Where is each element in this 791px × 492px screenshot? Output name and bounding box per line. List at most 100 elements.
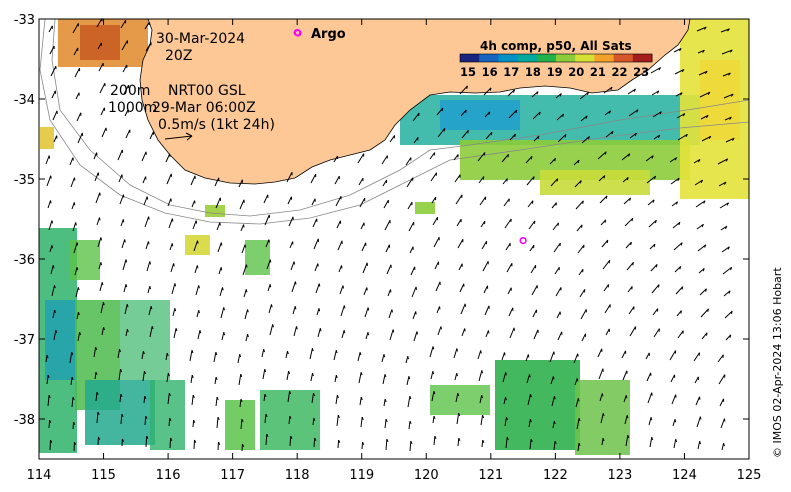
current-arrow xyxy=(77,132,83,144)
current-arrow-head xyxy=(707,308,709,312)
current-arrow xyxy=(477,350,482,360)
current-arrow xyxy=(53,330,57,341)
current-arrow-head xyxy=(143,370,146,375)
current-arrow xyxy=(528,419,531,428)
current-arrow xyxy=(432,416,435,424)
current-arrow xyxy=(49,245,53,253)
current-arrow-head xyxy=(174,283,177,287)
current-arrow xyxy=(528,220,536,230)
current-arrow xyxy=(431,196,437,204)
current-arrow xyxy=(264,413,267,424)
current-arrow-head xyxy=(702,268,705,272)
current-arrow xyxy=(191,200,196,208)
current-arrow xyxy=(433,435,436,446)
current-arrow-head xyxy=(336,394,339,399)
current-arrow xyxy=(266,259,271,270)
current-arrow xyxy=(651,90,660,96)
current-arrow-head xyxy=(629,197,632,201)
current-arrow xyxy=(243,289,247,298)
current-arrow xyxy=(192,220,197,230)
current-arrow xyxy=(600,219,607,226)
current-arrow xyxy=(269,324,274,336)
current-arrow xyxy=(650,264,658,272)
current-arrow xyxy=(532,111,541,120)
colorbar-segment xyxy=(632,54,653,62)
current-arrow xyxy=(531,91,539,98)
current-arrow-head xyxy=(723,181,727,185)
current-arrow-head xyxy=(313,392,315,397)
current-arrow xyxy=(527,200,534,208)
current-arrow-head xyxy=(553,420,556,425)
current-arrow-head xyxy=(577,159,580,164)
current-arrow xyxy=(96,411,99,424)
current-arrow xyxy=(360,417,363,428)
current-arrow xyxy=(676,310,682,317)
current-arrow xyxy=(95,392,98,402)
current-arrow-head xyxy=(577,398,580,402)
colorbar-tick-label: 20 xyxy=(568,65,584,79)
current-arrow-head xyxy=(121,413,124,417)
current-arrow-head xyxy=(95,371,98,376)
current-arrow-head xyxy=(488,111,491,115)
colorbar-title: 4h comp, p50, All Sats xyxy=(480,39,632,53)
current-arrow xyxy=(335,195,342,207)
current-arrow-head xyxy=(150,306,153,310)
current-arrow xyxy=(484,305,490,316)
current-arrow-head xyxy=(704,244,707,248)
current-arrow xyxy=(722,266,733,275)
current-arrow-head xyxy=(680,92,683,96)
current-arrow-head xyxy=(50,200,52,204)
current-arrow-head xyxy=(703,26,707,30)
current-arrow-head xyxy=(481,395,484,399)
current-arrow-head xyxy=(674,157,678,161)
current-arrow xyxy=(240,418,243,430)
scale-arrow-label: 0.5m/s (1kt 24h) xyxy=(158,117,275,133)
current-arrow-head xyxy=(198,285,200,289)
current-arrow xyxy=(411,286,417,298)
current-arrow xyxy=(124,109,129,117)
current-arrow xyxy=(575,398,579,408)
current-arrow xyxy=(549,351,555,363)
current-arrow xyxy=(192,419,195,428)
current-arrow xyxy=(454,373,458,381)
current-arrow xyxy=(95,192,101,204)
current-arrow xyxy=(598,368,604,380)
current-arrow xyxy=(142,371,145,382)
current-arrow-head xyxy=(585,115,588,119)
current-arrow-head xyxy=(272,324,274,328)
current-arrow xyxy=(119,194,124,205)
current-arrow xyxy=(533,329,539,340)
current-arrow xyxy=(45,355,48,363)
current-arrow-head xyxy=(636,109,639,113)
current-arrow-head xyxy=(99,217,101,221)
current-arrow xyxy=(625,435,629,447)
current-arrow xyxy=(529,244,535,252)
current-arrow-head xyxy=(216,396,219,401)
current-arrow-head xyxy=(466,85,468,89)
current-arrow xyxy=(503,397,507,405)
current-arrow xyxy=(629,132,637,139)
current-arrow-head xyxy=(103,326,105,331)
current-arrow xyxy=(461,328,466,337)
current-arrow xyxy=(437,326,442,336)
current-arrow xyxy=(622,370,628,381)
current-arrow xyxy=(361,441,364,450)
current-arrow-head xyxy=(555,202,557,206)
current-arrow xyxy=(479,395,483,404)
current-arrow xyxy=(193,439,196,450)
current-arrow xyxy=(74,267,78,276)
current-arrow xyxy=(264,214,270,226)
plot-frame xyxy=(38,18,750,460)
current-arrow-head xyxy=(530,156,533,160)
current-arrow xyxy=(123,84,130,95)
x-axis: 114 115 116 117 118 119 120 121 122 123 124 125 xyxy=(27,19,761,483)
current-arrow xyxy=(603,86,613,94)
current-product-label: NRT00 GSL xyxy=(168,83,246,99)
current-arrow xyxy=(100,302,104,314)
depth-contours xyxy=(39,18,750,225)
current-arrow xyxy=(405,157,412,166)
current-arrow xyxy=(339,285,344,295)
current-arrow xyxy=(599,195,608,204)
current-arrow-head xyxy=(312,372,314,377)
current-arrow xyxy=(101,327,105,336)
